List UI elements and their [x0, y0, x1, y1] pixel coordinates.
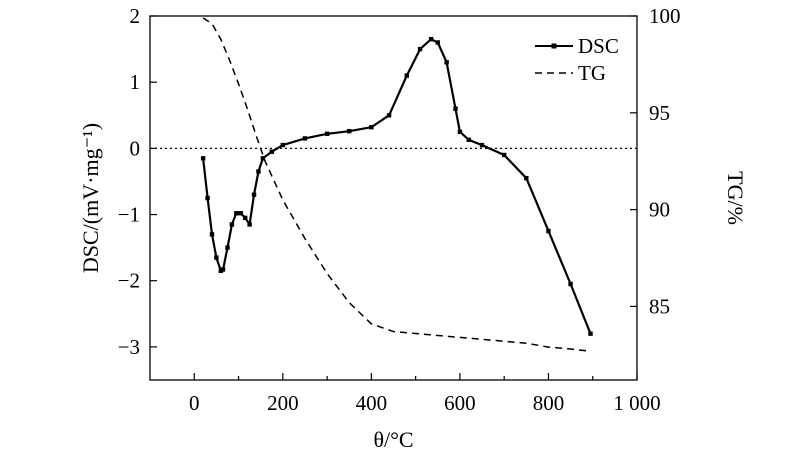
dsc-point: [404, 73, 409, 78]
dsc-point: [568, 281, 573, 287]
series-line-dsc: [202, 38, 592, 335]
dsc-point: [453, 106, 458, 111]
y-tick-label: −3: [118, 335, 140, 359]
series-line-tg: [202, 17, 589, 352]
dsc-point: [256, 169, 261, 174]
dsc-point: [524, 175, 529, 181]
dsc-point: [214, 255, 219, 260]
dsc-point: [242, 215, 248, 221]
legend-label-dsc: DSC: [578, 34, 619, 58]
dsc-point: [247, 222, 252, 227]
dsc-point: [417, 46, 423, 52]
dsc-point: [200, 156, 206, 161]
legend-label-tg: TG: [578, 61, 606, 85]
x-axis-label: θ/°C: [373, 427, 413, 452]
dsc-point: [386, 113, 392, 118]
x-tick-label: 800: [533, 391, 565, 415]
dsc-point: [229, 222, 235, 227]
axes: 0 200 400 600 800 1 000 −3 −2 −1 0 1 2 85 90 95 100 θ/°C…: [78, 4, 748, 452]
dsc-point: [234, 211, 239, 216]
x-tick-label: 400: [356, 391, 388, 415]
y2-tick-label: 85: [649, 294, 670, 318]
dsc-point: [466, 137, 471, 142]
y-axis-label: DSC/(mV·mg⁻¹): [78, 123, 103, 273]
dsc-point: [209, 232, 215, 237]
legend-marker-dsc: [551, 43, 557, 49]
dsc-point: [220, 267, 226, 272]
y-tick-label: 0: [130, 136, 141, 160]
x-tick-label: 600: [444, 391, 476, 415]
y-tick-label: −1: [118, 203, 140, 227]
dsc-point: [324, 131, 330, 137]
x-tick-label: 0: [189, 391, 200, 415]
dsc-point: [225, 245, 230, 250]
dsc-point: [205, 195, 210, 201]
plot-frame: [149, 15, 638, 381]
dsc-point: [588, 331, 593, 336]
dsc-point: [251, 192, 257, 197]
dsc-point: [302, 136, 308, 141]
y-tick-label: 2: [130, 4, 141, 28]
y2-tick-label: 95: [649, 101, 670, 125]
plot-area: [150, 17, 637, 352]
dsc-point: [479, 142, 485, 148]
x-tick-label: 200: [267, 391, 299, 415]
dsc-point: [238, 211, 243, 216]
dsc-point: [269, 149, 274, 154]
dsc-point: [546, 228, 551, 234]
y-tick-label: 1: [130, 70, 141, 94]
dsc-point: [501, 152, 507, 158]
dsc-point: [218, 268, 224, 273]
dsc-point: [457, 129, 463, 135]
dsc-point: [347, 128, 352, 134]
dsc-point: [444, 60, 449, 65]
dsc-point: [280, 142, 286, 148]
legend: DSC TG: [535, 34, 619, 85]
y2-tick-label: 100: [649, 4, 681, 28]
dsc-point: [260, 156, 266, 161]
dsc-point: [369, 124, 374, 130]
dsc-point: [428, 36, 434, 42]
y-tick-label: −2: [118, 269, 140, 293]
dsc-point: [435, 40, 440, 45]
x-tick-label: 1 000: [613, 391, 660, 415]
y2-axis-label: TG/%: [723, 171, 748, 225]
y2-tick-label: 90: [649, 198, 670, 222]
